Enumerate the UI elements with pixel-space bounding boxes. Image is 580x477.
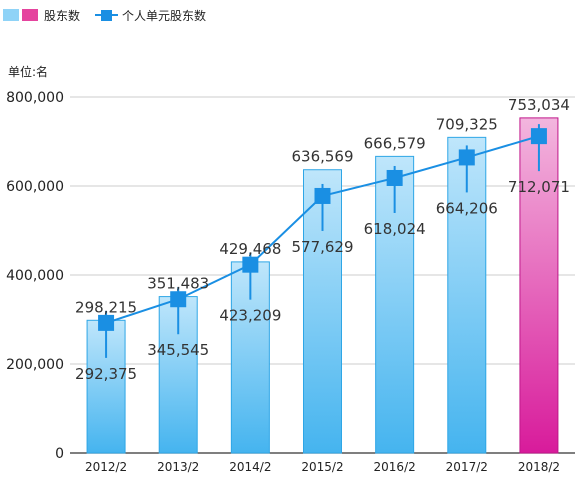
legend-label-individual-shareholders: 个人单元股东数: [122, 8, 206, 23]
y-axis-ticks: 0 200,000 400,000 600,000 800,000: [6, 90, 64, 462]
point-marker: [386, 169, 403, 186]
bar-value-label: 753,034: [508, 96, 570, 114]
legend-swatch-pink: [22, 9, 38, 21]
line-value-label: 712,071: [508, 178, 570, 196]
legend-swatch-blue: [3, 9, 19, 21]
line-value-label: 664,206: [436, 199, 498, 217]
x-tick-label: 2016/2: [374, 460, 416, 474]
x-tick-label: 2014/2: [229, 460, 271, 474]
point-marker: [314, 187, 331, 204]
bar-value-label: 666,579: [364, 134, 426, 152]
line-value-label: 577,629: [291, 238, 353, 256]
bar-value-label: 298,215: [75, 298, 137, 316]
bar-value-label: 636,569: [291, 148, 353, 166]
x-tick-label: 2012/2: [85, 460, 127, 474]
line-value-label: 292,375: [75, 365, 137, 383]
x-tick-label: 2015/2: [301, 460, 343, 474]
y-tick-label: 400,000: [6, 268, 64, 284]
unit-label: 单位:名: [8, 64, 48, 79]
data-labels: 298,215 351,483 429,468 636,569 666,579 709,3…: [75, 96, 570, 383]
legend-label-shareholders: 股东数: [44, 8, 80, 23]
legend: 股东数 个人单元股东数: [3, 8, 206, 23]
y-tick-label: 600,000: [6, 179, 64, 195]
bar-value-label: 351,483: [147, 275, 209, 293]
line-value-label: 423,209: [219, 307, 281, 325]
point-marker: [530, 128, 547, 145]
x-tick-label: 2017/2: [446, 460, 488, 474]
point-marker: [170, 291, 187, 308]
y-tick-label: 200,000: [6, 357, 64, 373]
y-tick-label: 0: [55, 446, 64, 462]
x-axis-ticks: 2012/2 2013/2 2014/2 2015/2 2016/2 2017/2 2018…: [85, 460, 560, 474]
point-marker: [242, 256, 259, 273]
point-marker: [458, 149, 475, 166]
point-marker: [98, 314, 115, 331]
line-value-label: 618,024: [364, 220, 426, 238]
bar-value-label: 709,325: [436, 115, 498, 133]
y-tick-label: 800,000: [6, 90, 64, 106]
legend-square-marker: [101, 10, 112, 21]
bar-value-label: 429,468: [219, 240, 281, 258]
bar: [519, 117, 559, 454]
line-value-label: 345,545: [147, 341, 209, 359]
x-tick-label: 2013/2: [157, 460, 199, 474]
x-tick-label: 2018/2: [518, 460, 560, 474]
line-series: [98, 124, 547, 358]
